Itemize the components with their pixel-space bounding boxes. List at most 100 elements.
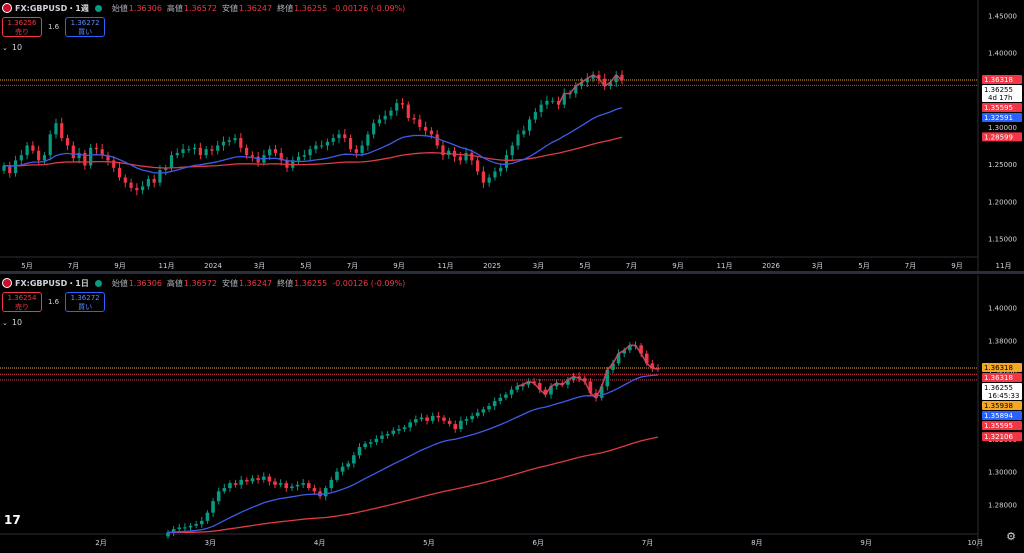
candle-body: [380, 435, 384, 439]
sell-button[interactable]: 1.36254 売り: [2, 292, 42, 312]
high-value: 1.36572: [183, 278, 218, 288]
indicators-toggle[interactable]: ⌄ 10: [2, 43, 22, 52]
daily-chart-pane[interactable]: 1.400001.380001.360001.340001.320001.300…: [0, 275, 1024, 549]
high-label: 高値: [166, 3, 183, 13]
candle-body: [211, 501, 215, 513]
time-tick-label: 3月: [254, 262, 265, 270]
candle-body: [481, 409, 486, 413]
weekly-chart-pane[interactable]: 1.450001.400001.350001.300001.250001.200…: [0, 0, 1024, 272]
price-axis-label-text: 1.32106: [984, 433, 1013, 441]
symbol-title[interactable]: FX:GBPUSD・1日: [15, 278, 89, 288]
time-tick-label: 2024: [204, 262, 222, 270]
candle-body: [616, 353, 621, 364]
price-axis-label-sub: 4d 17h: [988, 94, 1012, 102]
gbp-flag-icon: [2, 278, 12, 288]
close-value: 1.36255: [294, 3, 328, 13]
price-axis-label: 1.35894: [982, 411, 1022, 421]
candle-body: [435, 134, 439, 146]
candle-body: [611, 363, 615, 370]
candle-body: [169, 155, 174, 168]
time-tick-label: 2月: [95, 539, 106, 547]
candle-body: [418, 119, 422, 127]
close-value: 1.36255: [294, 278, 328, 288]
candle-body: [250, 478, 255, 482]
indicators-toggle[interactable]: ⌄ 10: [2, 318, 22, 327]
candle-body: [100, 149, 104, 156]
sell-button[interactable]: 1.36256 売り: [2, 17, 42, 37]
time-tick-label: 7月: [347, 262, 358, 270]
price-axis-label: 1.32106: [982, 432, 1022, 442]
candle-body: [368, 442, 373, 444]
drawing-path: [516, 344, 659, 400]
weekly-chart[interactable]: 1.450001.400001.350001.300001.250001.200…: [0, 0, 1024, 272]
candle-body: [383, 115, 387, 120]
time-tick-label: 10月: [967, 539, 983, 547]
time-tick-label: 11月: [996, 262, 1012, 270]
candle-body: [13, 160, 18, 174]
indicator-count: 10: [11, 43, 23, 52]
candle-body: [348, 138, 353, 150]
ohlc-legend: FX:GBPUSD・1週 始値 1.36306 高値 1.36572 安値 1.362…: [0, 0, 405, 16]
time-tick-label: 9月: [672, 262, 683, 270]
daily-chart[interactable]: 1.400001.380001.360001.340001.320001.300…: [0, 275, 1024, 549]
candle-body: [290, 486, 294, 489]
price-tick-label: 1.15000: [988, 235, 1017, 243]
buy-button[interactable]: 1.36272 買い: [65, 292, 106, 312]
market-open-icon: [94, 4, 102, 12]
spread-value: 1.6: [48, 23, 60, 31]
candle-body: [284, 483, 289, 489]
candle-body: [447, 150, 451, 156]
symbol-title[interactable]: FX:GBPUSD・1週: [15, 3, 89, 13]
candle-body: [459, 420, 463, 430]
buy-button[interactable]: 1.36272 買い: [65, 17, 106, 37]
time-tick-label: 11月: [717, 262, 733, 270]
gear-icon[interactable]: ⚙: [1006, 530, 1016, 543]
candle-body: [414, 419, 418, 423]
high-value: 1.36572: [183, 3, 218, 13]
candle-body: [222, 488, 227, 492]
candle-body: [374, 438, 379, 443]
candle-body: [60, 123, 64, 139]
price-axis-label-bg: [982, 401, 1022, 411]
candle-body: [233, 138, 237, 141]
candle-body: [537, 383, 542, 390]
candle-body: [325, 141, 330, 146]
candle-body: [320, 145, 324, 147]
low-value: 1.36247: [239, 3, 273, 13]
price-axis-label-bg: [982, 363, 1022, 373]
candle-body: [521, 384, 525, 387]
candle-body: [639, 345, 643, 354]
candle-body: [268, 149, 272, 156]
low-label: 安値: [222, 3, 239, 13]
candle-body: [498, 397, 503, 402]
candle-body: [177, 527, 182, 530]
candle-body: [509, 389, 514, 395]
open-value: 1.36306: [128, 278, 162, 288]
candle-body: [644, 353, 649, 364]
price-tick-label: 1.28000: [988, 501, 1017, 509]
trade-buttons: 1.36254 売り 1.6 1.36272 買い: [2, 292, 106, 312]
time-tick-label: 3月: [533, 262, 544, 270]
candle-body: [343, 134, 347, 139]
candle-body: [205, 512, 210, 521]
candle-body: [591, 74, 595, 79]
candle-body: [377, 119, 382, 124]
candle-body: [389, 110, 393, 116]
candle-body: [302, 155, 306, 157]
candle-body: [171, 529, 176, 533]
price-axis-label-text: 1.35595: [984, 104, 1013, 112]
price-axis-label: 1.35938: [982, 401, 1022, 411]
candle-body: [566, 379, 570, 385]
candle-body: [175, 152, 179, 156]
candle-body: [499, 167, 503, 172]
candle-body: [470, 152, 474, 161]
candle-body: [199, 520, 204, 525]
candle-body: [37, 150, 41, 161]
pane-divider[interactable]: [0, 271, 1024, 274]
candle-body: [164, 167, 168, 171]
candle-body: [366, 134, 370, 146]
price-axis-label-text: 1.35938: [984, 402, 1013, 410]
candle-body: [510, 145, 514, 156]
tradingview-logo-icon[interactable]: 𝟭𝟳: [4, 513, 21, 527]
candle-body: [352, 455, 356, 464]
